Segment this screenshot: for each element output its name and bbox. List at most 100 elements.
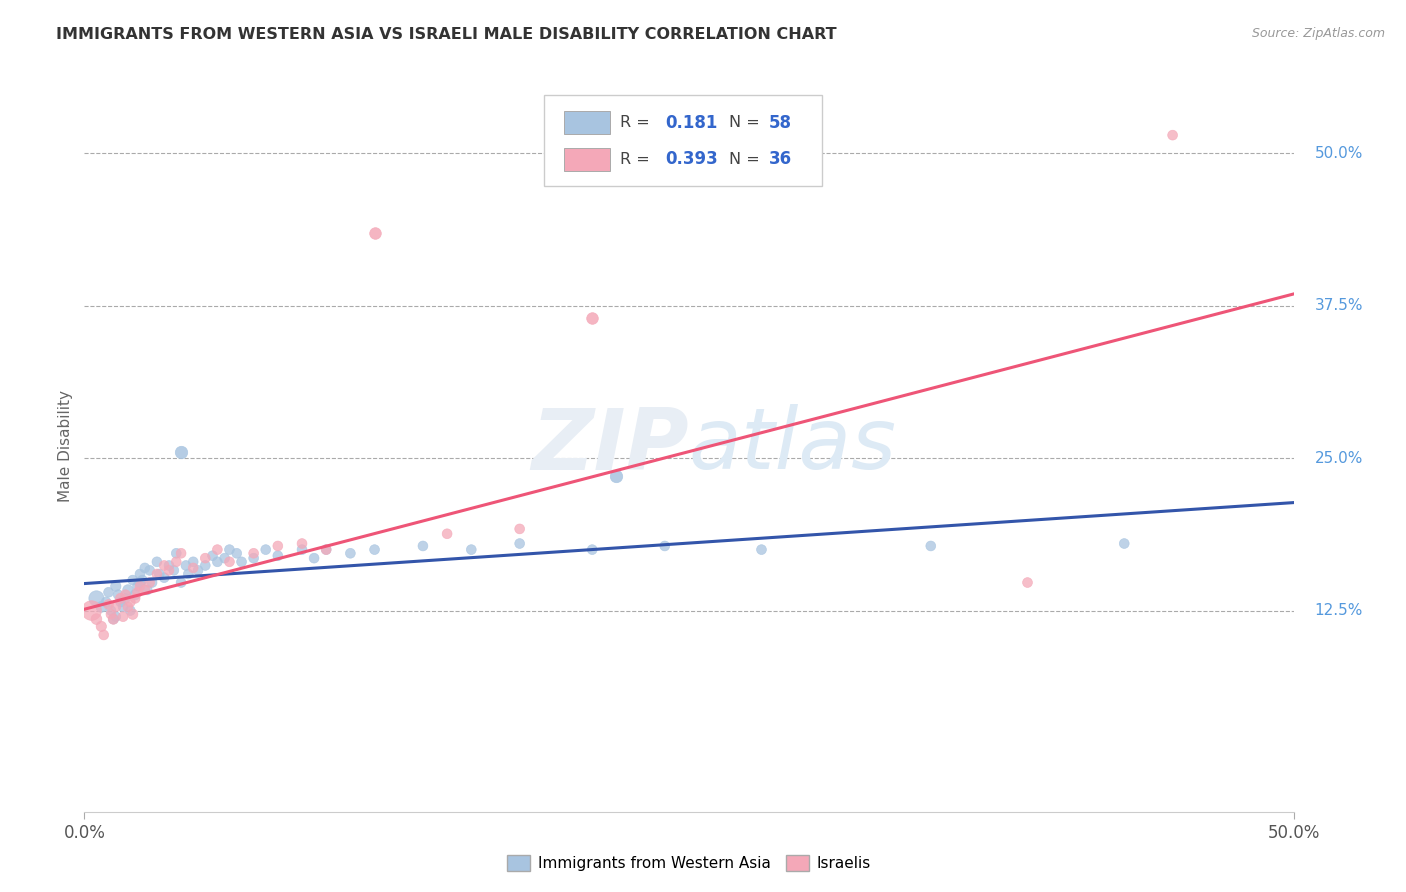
Point bbox=[136, 582, 159, 597]
Point bbox=[207, 555, 229, 569]
Point bbox=[100, 604, 122, 618]
Text: N =: N = bbox=[728, 152, 759, 167]
Point bbox=[134, 561, 156, 575]
Point bbox=[100, 607, 122, 622]
Point bbox=[509, 536, 531, 550]
Point bbox=[412, 539, 434, 553]
Point bbox=[127, 579, 149, 593]
Point bbox=[120, 595, 142, 609]
Point bbox=[112, 599, 135, 614]
Point bbox=[170, 546, 193, 560]
Y-axis label: Male Disability: Male Disability bbox=[58, 390, 73, 502]
Point bbox=[148, 567, 170, 582]
Point bbox=[509, 522, 531, 536]
Point bbox=[129, 579, 152, 593]
Point bbox=[153, 571, 176, 585]
Point bbox=[207, 542, 229, 557]
Point bbox=[194, 558, 217, 573]
Point bbox=[138, 563, 160, 577]
Point bbox=[581, 311, 603, 326]
Point bbox=[218, 542, 240, 557]
Point bbox=[93, 628, 115, 642]
FancyBboxPatch shape bbox=[564, 148, 610, 171]
Point bbox=[103, 612, 125, 626]
Point bbox=[134, 582, 156, 597]
Point bbox=[920, 539, 942, 553]
Point bbox=[751, 542, 773, 557]
Point bbox=[138, 575, 160, 590]
Point bbox=[129, 567, 152, 582]
Point bbox=[131, 573, 153, 587]
Point bbox=[104, 609, 127, 624]
Point bbox=[242, 546, 264, 560]
Text: N =: N = bbox=[728, 115, 759, 130]
Point bbox=[181, 561, 204, 575]
Text: 58: 58 bbox=[769, 113, 792, 131]
Text: 25.0%: 25.0% bbox=[1315, 450, 1362, 466]
Point bbox=[267, 539, 290, 553]
Point bbox=[121, 607, 143, 622]
FancyBboxPatch shape bbox=[564, 112, 610, 135]
Point bbox=[194, 551, 217, 566]
Point bbox=[97, 598, 120, 612]
Point bbox=[291, 542, 314, 557]
Text: R =: R = bbox=[620, 115, 650, 130]
Point bbox=[110, 591, 132, 606]
Point bbox=[129, 575, 152, 590]
Point bbox=[1114, 536, 1136, 550]
Point bbox=[86, 591, 108, 606]
Point bbox=[97, 585, 120, 599]
Point bbox=[339, 546, 361, 560]
Point bbox=[107, 588, 129, 602]
Point bbox=[214, 551, 236, 566]
Point bbox=[110, 595, 132, 609]
Point bbox=[225, 546, 247, 560]
Point bbox=[124, 591, 146, 606]
Text: 0.393: 0.393 bbox=[665, 150, 717, 168]
Point bbox=[114, 588, 136, 602]
Point bbox=[170, 575, 193, 590]
Point bbox=[153, 558, 176, 573]
Point bbox=[165, 546, 187, 560]
Point bbox=[117, 599, 139, 614]
Point bbox=[103, 612, 125, 626]
Point bbox=[104, 579, 127, 593]
Point bbox=[187, 563, 209, 577]
Point bbox=[302, 551, 325, 566]
Point bbox=[267, 549, 290, 563]
Text: atlas: atlas bbox=[689, 404, 897, 488]
Point bbox=[177, 567, 200, 582]
Text: Source: ZipAtlas.com: Source: ZipAtlas.com bbox=[1251, 27, 1385, 40]
Point bbox=[605, 469, 627, 483]
Point bbox=[201, 549, 224, 563]
Point bbox=[436, 526, 458, 541]
Text: R =: R = bbox=[620, 152, 650, 167]
Text: 12.5%: 12.5% bbox=[1315, 603, 1362, 618]
Point bbox=[114, 591, 136, 606]
Point bbox=[86, 612, 108, 626]
Point bbox=[120, 604, 142, 618]
Point bbox=[181, 555, 204, 569]
Text: 0.181: 0.181 bbox=[665, 113, 717, 131]
Point bbox=[291, 536, 314, 550]
Point bbox=[146, 567, 169, 582]
Text: 37.5%: 37.5% bbox=[1315, 298, 1362, 313]
Point bbox=[94, 595, 117, 609]
Point bbox=[141, 575, 163, 590]
Point bbox=[117, 582, 139, 597]
Point bbox=[163, 563, 186, 577]
Text: 36: 36 bbox=[769, 150, 792, 168]
Text: ZIP: ZIP bbox=[531, 404, 689, 488]
Point bbox=[174, 558, 197, 573]
Point bbox=[581, 542, 603, 557]
Point bbox=[90, 599, 112, 614]
Point bbox=[363, 226, 385, 240]
Text: IMMIGRANTS FROM WESTERN ASIA VS ISRAELI MALE DISABILITY CORRELATION CHART: IMMIGRANTS FROM WESTERN ASIA VS ISRAELI … bbox=[56, 27, 837, 42]
Text: 50.0%: 50.0% bbox=[1315, 146, 1362, 161]
Point bbox=[157, 558, 180, 573]
Point bbox=[315, 542, 337, 557]
Point bbox=[363, 542, 385, 557]
Legend: Immigrants from Western Asia, Israelis: Immigrants from Western Asia, Israelis bbox=[501, 849, 877, 877]
Point bbox=[1161, 128, 1184, 143]
Point bbox=[80, 604, 103, 618]
